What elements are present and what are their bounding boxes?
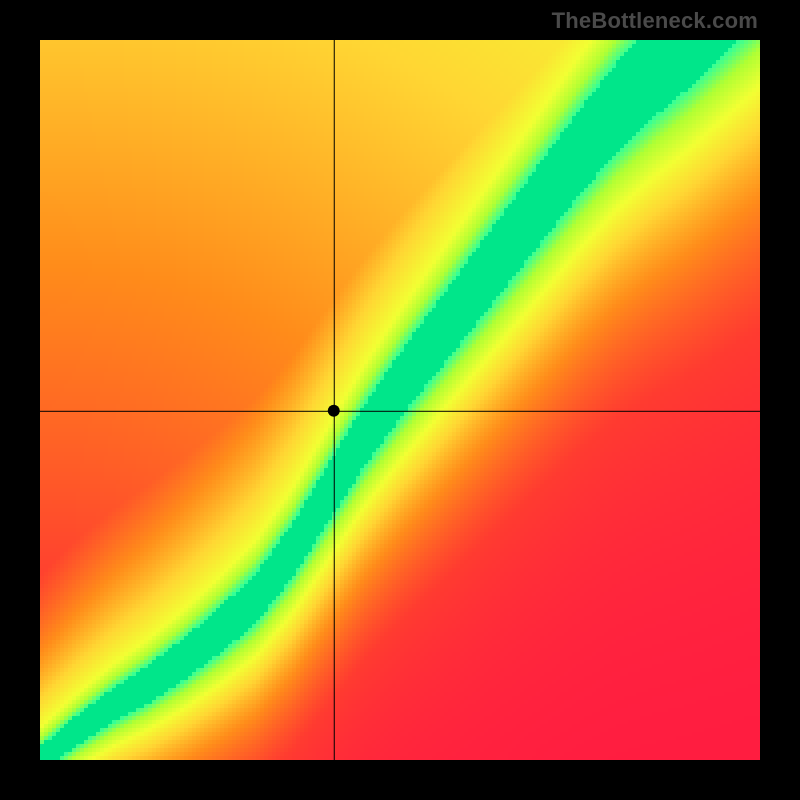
chart-container: TheBottleneck.com	[0, 0, 800, 800]
heatmap-canvas	[40, 40, 760, 760]
plot-area	[40, 40, 760, 760]
watermark-text: TheBottleneck.com	[552, 8, 758, 34]
